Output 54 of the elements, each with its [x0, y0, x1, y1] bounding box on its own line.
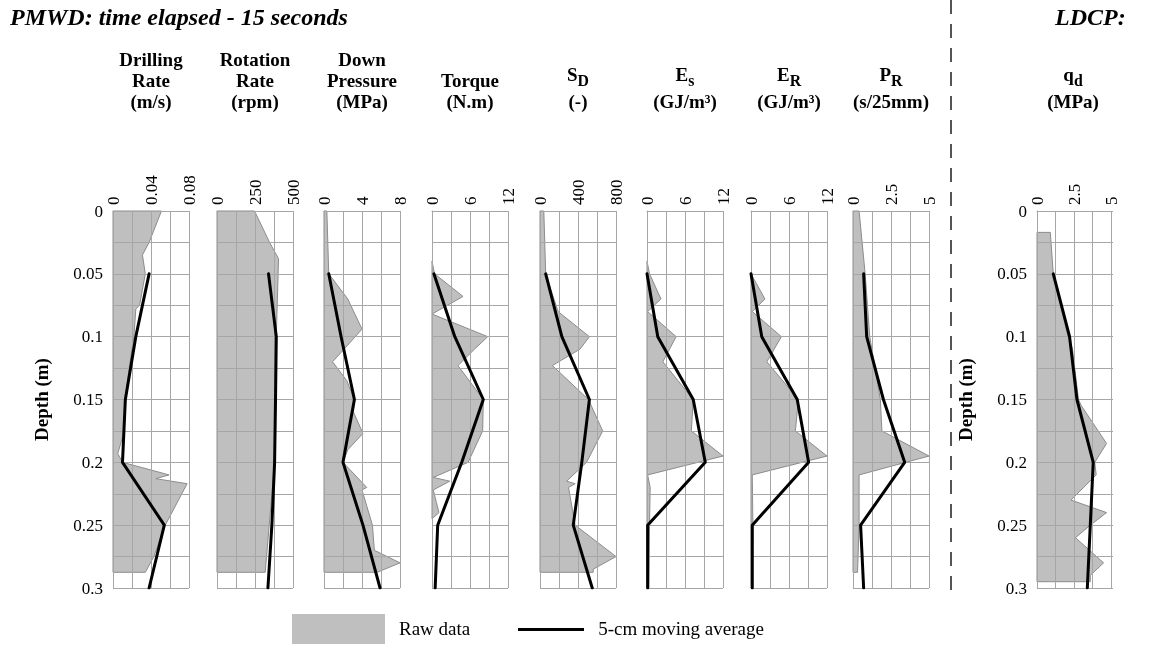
x-tick-label: 0 [422, 196, 442, 205]
x-tick-label: 5 [919, 196, 939, 205]
x-tick-label: 0 [741, 196, 761, 205]
legend-label: Raw data [399, 618, 471, 640]
y-tick-label: 0.25 [997, 515, 1027, 535]
y-tick-label: 0.05 [997, 264, 1027, 284]
x-tick-label: 12 [817, 188, 837, 205]
x-tick-label: 800 [606, 179, 626, 205]
x-axis-title: q$_{d}$ (MPa) [1047, 64, 1099, 112]
x-axis-title: Down Pressure (MPa) [326, 49, 398, 112]
y-axis-title: Depth (m) [955, 358, 977, 441]
x-tick-label: 0 [314, 196, 334, 205]
x-axis-title: Drilling Rate (m/s) [119, 49, 183, 112]
y-tick-label: 0.15 [73, 390, 103, 409]
y-tick-label: 0.25 [73, 515, 103, 535]
x-tick-label: 2.5 [881, 183, 901, 205]
x-tick-label: 0 [637, 196, 657, 205]
chart-title: PMWD: time elapsed - 15 seconds [10, 4, 348, 31]
x-tick-label: 12 [713, 188, 733, 205]
chart-title: LDCP: [1055, 4, 1126, 31]
x-tick-label: 6 [675, 196, 695, 205]
x-tick-label: 4 [352, 196, 372, 205]
y-tick-label: 0.1 [81, 327, 103, 347]
y-tick-label: 0.1 [1005, 327, 1027, 347]
x-tick-label: 0 [103, 196, 123, 205]
x-tick-label: 400 [568, 179, 588, 205]
x-tick-label: 12 [498, 188, 518, 205]
x-tick-label: 0 [1027, 196, 1047, 205]
x-tick-label: 0 [207, 196, 227, 205]
x-tick-label: 250 [245, 179, 265, 205]
x-axis-title: Rotation Rate (rpm) [219, 49, 291, 112]
x-tick-label: 0 [530, 196, 550, 205]
x-axis-title: E$_{s}$ (GJ/m³) [653, 64, 717, 112]
x-tick-label: 5 [1101, 196, 1121, 205]
x-tick-label: 6 [460, 196, 480, 205]
x-axis-title: E$_{R}$ (GJ/m³) [757, 64, 821, 112]
y-tick-label: 0.15 [997, 390, 1027, 409]
x-tick-label: 500 [283, 179, 303, 205]
y-tick-label: 0.2 [1005, 452, 1027, 472]
x-axis-title: P$_{R}$ (s/25mm) [853, 64, 929, 112]
legend-label: 5-cm moving average [598, 618, 764, 640]
x-axis-title: S$_{D}$ (-) [566, 64, 590, 112]
y-axis-title: Depth (m) [31, 358, 53, 441]
y-tick-label: 0.3 [81, 578, 103, 598]
y-tick-label: 0.05 [73, 264, 103, 284]
x-tick-label: 2.5 [1064, 183, 1084, 205]
x-tick-label: 6 [779, 196, 799, 205]
x-tick-label: 8 [390, 196, 410, 205]
x-axis-title: Torque (N.m) [440, 70, 500, 112]
x-tick-label: 0.08 [179, 175, 199, 205]
x-tick-label: 0.04 [141, 174, 161, 205]
y-tick-label: 0.2 [81, 452, 103, 472]
x-tick-label: 0 [843, 196, 863, 205]
y-tick-label: 0.3 [1005, 578, 1027, 598]
